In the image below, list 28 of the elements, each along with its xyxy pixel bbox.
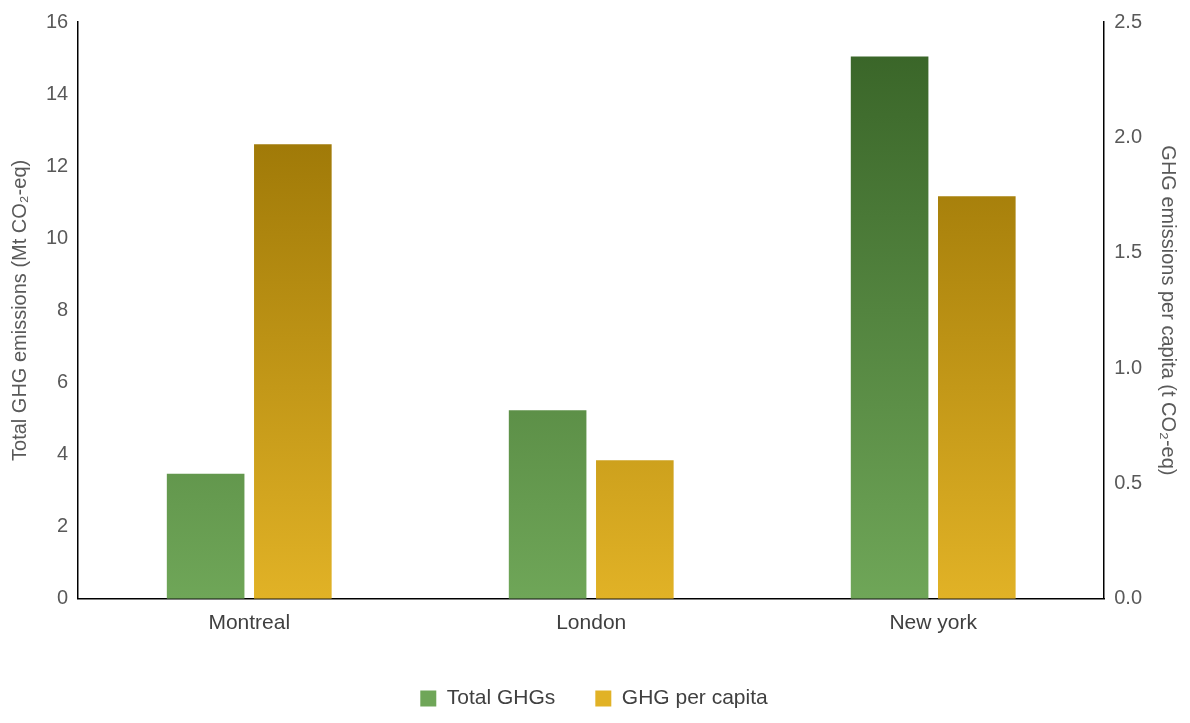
y-tick-label: 4 (57, 442, 69, 465)
y2-axis-title: GHG emissions per capita (t CO₂-eq) (1158, 145, 1181, 476)
y2-tick-label: 2.5 (1114, 9, 1143, 32)
y2-tick-label: 0.5 (1114, 470, 1143, 493)
bar (850, 56, 929, 599)
legend-label: GHG per capita (621, 685, 769, 709)
x-tick-label: Montreal (208, 610, 291, 634)
y-tick-label: 16 (46, 9, 69, 32)
y-tick-label: 6 (57, 370, 69, 393)
bar (254, 144, 332, 599)
y-tick-label: 0 (57, 586, 69, 609)
bar (938, 196, 1016, 599)
y2-tick-label: 0.0 (1114, 586, 1143, 609)
y-tick-label: 8 (57, 297, 69, 320)
y-axis-title: Total GHG emissions (Mt CO₂-eq) (7, 159, 30, 461)
bar (596, 460, 674, 599)
x-tick-label: New york (889, 610, 978, 634)
y-tick-label: 12 (46, 153, 69, 176)
y2-tick-label: 1.0 (1114, 355, 1143, 378)
x-tick-label: London (556, 610, 627, 634)
legend-label: Total GHGs (446, 685, 556, 709)
bar (508, 410, 587, 599)
y2-tick-label: 1.5 (1114, 240, 1143, 263)
y-tick-label: 14 (46, 81, 69, 104)
y2-tick-label: 2.0 (1114, 124, 1143, 147)
y-tick-label: 2 (57, 514, 69, 537)
y-tick-label: 10 (46, 225, 69, 248)
bar (166, 473, 245, 599)
